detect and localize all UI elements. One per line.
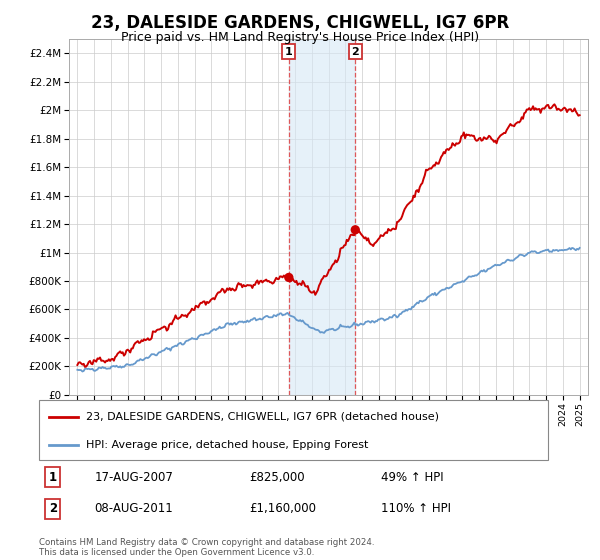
Text: 17-AUG-2007: 17-AUG-2007 xyxy=(94,470,173,484)
Text: 2: 2 xyxy=(49,502,57,515)
Text: Price paid vs. HM Land Registry's House Price Index (HPI): Price paid vs. HM Land Registry's House … xyxy=(121,31,479,44)
Text: 1: 1 xyxy=(49,470,57,484)
Point xyxy=(350,225,360,234)
Text: £825,000: £825,000 xyxy=(249,470,304,484)
Text: 1: 1 xyxy=(285,46,293,57)
FancyBboxPatch shape xyxy=(39,400,548,460)
Point xyxy=(284,273,293,282)
Text: 110% ↑ HPI: 110% ↑ HPI xyxy=(381,502,451,515)
Text: 23, DALESIDE GARDENS, CHIGWELL, IG7 6PR (detached house): 23, DALESIDE GARDENS, CHIGWELL, IG7 6PR … xyxy=(86,412,439,422)
Text: 49% ↑ HPI: 49% ↑ HPI xyxy=(381,470,444,484)
Text: £1,160,000: £1,160,000 xyxy=(249,502,316,515)
Text: HPI: Average price, detached house, Epping Forest: HPI: Average price, detached house, Eppi… xyxy=(86,440,368,450)
Text: 2: 2 xyxy=(352,46,359,57)
Text: 23, DALESIDE GARDENS, CHIGWELL, IG7 6PR: 23, DALESIDE GARDENS, CHIGWELL, IG7 6PR xyxy=(91,14,509,32)
Bar xyxy=(289,39,355,395)
Text: 08-AUG-2011: 08-AUG-2011 xyxy=(94,502,173,515)
Text: Contains HM Land Registry data © Crown copyright and database right 2024.
This d: Contains HM Land Registry data © Crown c… xyxy=(39,538,374,557)
